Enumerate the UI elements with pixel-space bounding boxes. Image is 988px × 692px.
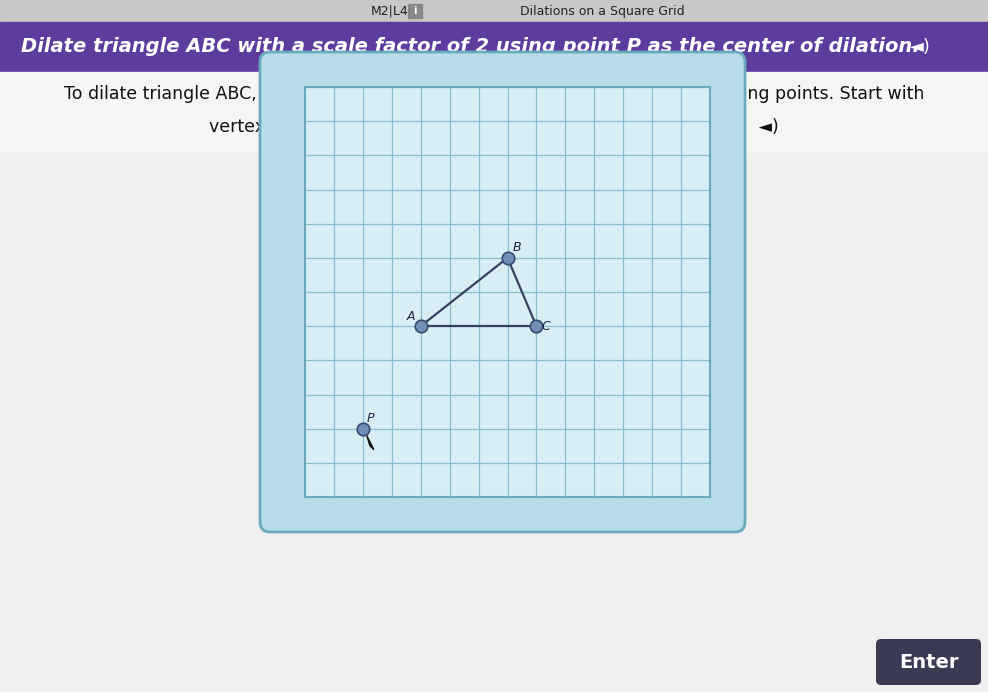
Text: Enter: Enter (899, 653, 958, 671)
FancyBboxPatch shape (876, 639, 981, 685)
Text: i: i (413, 6, 417, 16)
Bar (0, 72, 988, 152)
Text: M2|L4: M2|L4 (371, 5, 409, 17)
Text: To dilate triangle ABC, you can dilate the vertices and then connect the resulti: To dilate triangle ABC, you can dilate t… (64, 85, 924, 103)
Bar (0, 0, 988, 22)
Text: B: B (513, 241, 521, 254)
Text: A: A (407, 310, 415, 323)
Bar (0, 22, 988, 72)
Text: Dilations on a Square Grid: Dilations on a Square Grid (520, 5, 685, 17)
Polygon shape (367, 436, 373, 450)
Text: ◄): ◄) (910, 38, 931, 56)
Text: P: P (367, 412, 374, 425)
Text: Dilate triangle ABC with a scale factor of 2 using point P as the center of dila: Dilate triangle ABC with a scale factor … (21, 37, 919, 57)
Text: vertex A. Plot point Aʹ, the image of point A after this dilation.  ◄): vertex A. Plot point Aʹ, the image of po… (209, 118, 779, 136)
Bar (305, 87, 710, 497)
Bar (305, 87, 710, 497)
FancyBboxPatch shape (260, 52, 745, 532)
Text: C: C (541, 320, 550, 333)
